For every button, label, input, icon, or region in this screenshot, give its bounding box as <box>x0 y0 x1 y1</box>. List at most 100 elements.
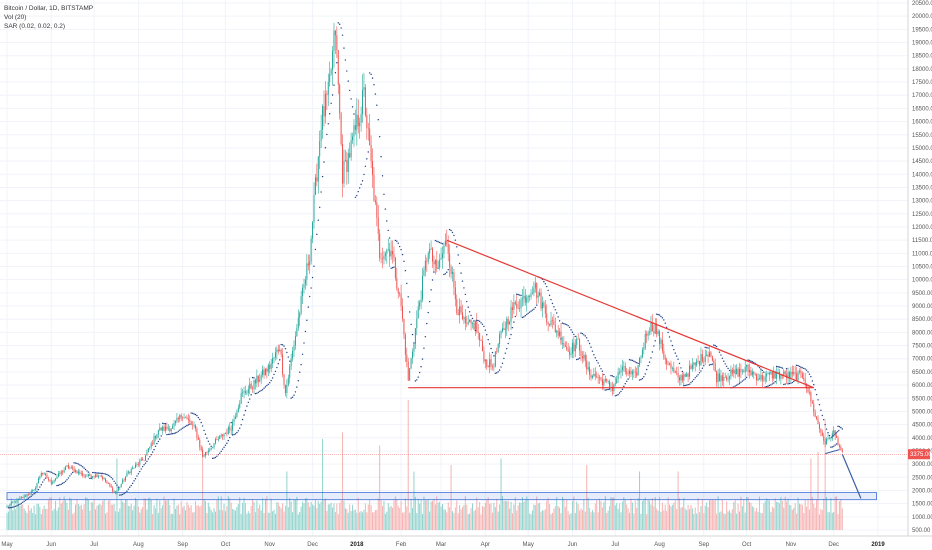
volume-bar <box>379 445 381 530</box>
sar-dot <box>478 320 481 323</box>
sar-dot <box>835 443 838 445</box>
candle-body <box>204 452 206 456</box>
volume-bar <box>372 512 374 530</box>
candle-body <box>469 319 471 323</box>
volume-bar <box>559 507 561 530</box>
volume-bar <box>639 471 641 530</box>
sar-dot <box>49 471 51 473</box>
volume-bar <box>830 498 832 530</box>
volume-bar <box>480 514 482 530</box>
candle-body <box>313 195 315 223</box>
candle-body <box>203 455 205 457</box>
volume-bar <box>806 506 808 530</box>
volume-bar <box>422 513 424 530</box>
volume-bar <box>176 505 178 530</box>
candle-body <box>420 299 422 303</box>
price-tick-label: 20500.00 <box>912 1 932 7</box>
sar-indicator-label[interactable]: SAR (0.02, 0.02, 0.2) <box>4 23 66 30</box>
candle-body <box>427 253 429 262</box>
volume-bar <box>589 508 591 530</box>
volume-bar <box>743 499 745 530</box>
candle-body <box>766 373 768 377</box>
candle-body <box>810 392 812 402</box>
volume-bar <box>203 499 205 530</box>
volume-bar <box>237 503 239 530</box>
time-tick-label: Sep <box>177 542 188 548</box>
volume-bar <box>86 497 88 530</box>
candle-body <box>549 324 551 326</box>
candle-body <box>501 328 503 332</box>
candle-body <box>771 371 773 379</box>
volume-bar <box>29 510 31 530</box>
volume-bar <box>729 510 731 530</box>
sar-dot <box>450 229 452 232</box>
time-axis[interactable]: May Jun Jul Aug Sep Oct Nov Dec 2018 Feb Mar Apr May… <box>1 542 885 548</box>
candle-body <box>657 331 659 335</box>
volume-bar <box>437 502 439 530</box>
sar-dot <box>528 311 531 313</box>
sar-dot <box>744 378 746 380</box>
sar-dot <box>133 480 135 482</box>
volume-bar <box>337 514 339 530</box>
volume-bar <box>427 499 429 530</box>
volume-bar <box>262 498 264 530</box>
volume-bar <box>787 498 789 530</box>
sar-dot <box>171 433 174 435</box>
volume-bar <box>376 509 378 530</box>
sar-dot <box>99 472 101 474</box>
symbol-title[interactable]: Bitcoin / Dollar, 1D, BITSTAMP <box>4 5 94 12</box>
price-axis[interactable]: 500.001000.001500.002000.002500.003000.0… <box>912 1 932 534</box>
candle-body <box>322 106 324 130</box>
volume-indicator-label[interactable]: Vol (20) <box>4 14 27 21</box>
candle-body <box>376 202 378 218</box>
volume-bar <box>290 501 292 530</box>
sar-dot <box>683 385 685 387</box>
candle-body <box>123 479 125 481</box>
price-tick-label: 1000.00 <box>912 515 932 521</box>
candle-body <box>117 487 119 491</box>
candle-body <box>738 368 740 377</box>
sar-dot <box>269 382 271 384</box>
sar-dot <box>364 165 367 168</box>
sar-dot <box>694 377 696 379</box>
candle-body <box>547 322 549 325</box>
sar-dot <box>661 317 664 319</box>
sar-dot <box>534 306 537 309</box>
volume-bar <box>313 505 315 530</box>
volume-bar <box>496 498 498 530</box>
sar-dot <box>173 432 175 435</box>
sar-dot <box>700 370 702 372</box>
candle-body <box>407 361 409 381</box>
volume-bar <box>137 506 139 530</box>
price-tick-label: 11000.00 <box>912 251 932 257</box>
candle-body <box>450 266 452 274</box>
price-tick-label: 17500.00 <box>912 80 932 86</box>
volume-bar <box>677 471 679 530</box>
sar-dot <box>196 414 198 417</box>
volume-bar <box>456 500 458 530</box>
volume-bar <box>817 452 819 530</box>
volume-bar <box>750 502 752 530</box>
candle-body <box>753 371 755 374</box>
sar-dot <box>96 472 98 474</box>
candle-body <box>173 423 175 426</box>
candle-body <box>170 428 172 432</box>
candle-body <box>247 389 249 393</box>
volume-bar <box>393 500 395 530</box>
candle-body <box>239 403 241 408</box>
sar-dot <box>174 432 177 434</box>
sar-dot <box>57 484 60 487</box>
candle-body <box>783 371 785 377</box>
volume-bar <box>649 500 651 530</box>
sar-dot <box>206 437 208 439</box>
sar-dot <box>126 490 128 492</box>
volume-bar <box>597 512 599 530</box>
candle-body <box>393 254 395 258</box>
candle-body <box>135 464 137 468</box>
sar-dot <box>226 442 228 444</box>
volume-bar <box>59 497 61 530</box>
candle-body <box>754 373 756 375</box>
volume-bar <box>282 503 284 530</box>
sar-dot <box>574 335 576 338</box>
